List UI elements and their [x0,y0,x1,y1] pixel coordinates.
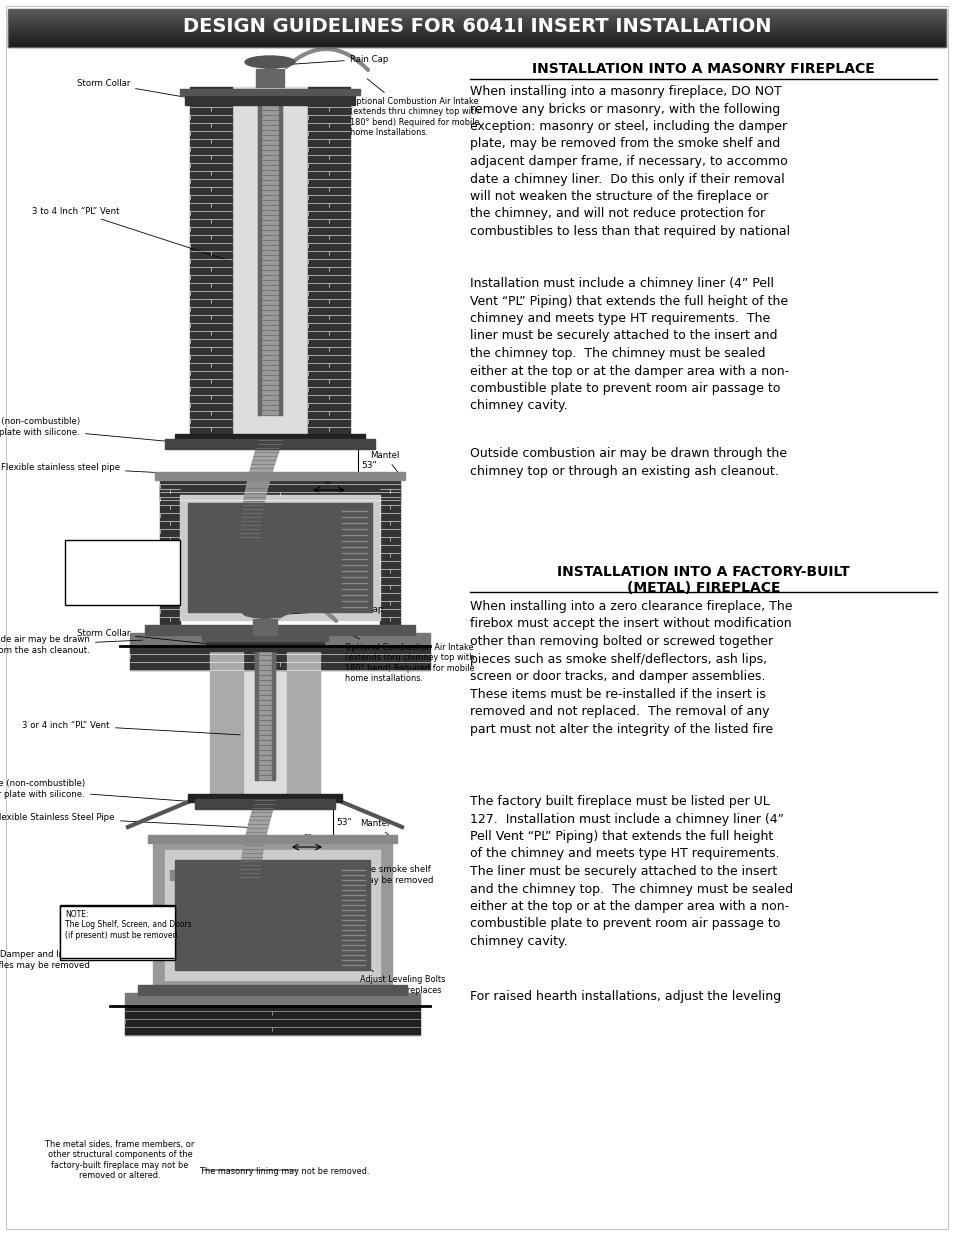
Bar [65,540,180,605]
Text: INSTALLATION INTO A FACTORY-BUILT
(METAL) FIREPLACE: INSTALLATION INTO A FACTORY-BUILT (METAL… [557,564,849,595]
Bar [180,495,379,620]
Text: 6": 6" [302,834,312,844]
Text: Rain Cap: Rain Cap [282,54,388,64]
Bar [125,993,419,1005]
Text: Rain Cap: Rain Cap [275,604,383,615]
Text: Mantel: Mantel [370,451,399,473]
Bar [254,640,257,781]
Text: Flexible Stainless Steel Pipe: Flexible Stainless Steel Pipe [0,813,247,827]
Bar [160,485,180,625]
Bar [243,635,287,795]
Bar [257,91,261,415]
Text: Storm Collar: Storm Collar [76,79,187,98]
Bar [255,69,284,86]
Bar [125,1007,419,1035]
Text: 53": 53" [360,461,376,469]
Text: Optional Combustion Air Intake
(extends thru chimney top with
180° bend) Require: Optional Combustion Air Intake (extends … [350,79,479,137]
Bar [202,635,328,641]
Text: INSTALLATION INTO A MASONRY FIREPLACE: INSTALLATION INTO A MASONRY FIREPLACE [532,62,874,77]
Bar [308,86,350,435]
Bar [148,835,396,844]
Bar [174,860,370,969]
Bar [287,635,319,795]
Bar [254,640,274,781]
Text: 3 to 4 Inch “PL” Vent: 3 to 4 Inch “PL” Vent [32,206,227,261]
Text: The Damper and Internal
Baffles may be removed: The Damper and Internal Baffles may be r… [0,950,150,969]
Bar [130,634,430,645]
Text: For raised hearth installations, adjust the leveling: For raised hearth installations, adjust … [470,990,781,1003]
Text: Outside combustion air may be drawn through the
chimney top or through an existi: Outside combustion air may be drawn thro… [470,447,786,478]
Text: 3 or 4 inch “PL” Vent: 3 or 4 inch “PL” Vent [23,720,240,735]
Bar [265,59,274,69]
Bar [160,475,399,500]
Bar [188,503,372,613]
Bar [185,91,355,105]
Bar [130,646,430,671]
Bar [210,635,243,795]
Text: DESIGN GUIDELINES FOR 6041I INSERT INSTALLATION: DESIGN GUIDELINES FOR 6041I INSERT INSTA… [183,17,770,37]
Text: Adjust Leveling Bolts
for raised fireplaces: Adjust Leveling Bolts for raised firepla… [359,966,445,994]
Text: The smoke shelf
may be removed: The smoke shelf may be removed [197,866,433,884]
Bar [188,794,341,802]
Text: Cover Plate (non-combustible)
Seal cover plate with silicone.: Cover Plate (non-combustible) Seal cover… [0,779,195,802]
Bar [194,799,335,809]
Bar [8,9,945,47]
Text: 53": 53" [335,818,352,827]
Bar [261,611,269,619]
Text: The masonry lining may not be removed.: The masonry lining may not be removed. [200,1167,369,1177]
Ellipse shape [243,608,287,618]
Text: Mantel: Mantel [359,819,390,836]
Bar [190,86,232,435]
Bar [152,840,392,986]
Bar [165,850,379,981]
Bar [232,86,308,435]
Bar [138,986,407,995]
Text: The metal sides, frame members, or
other structural components of the
factory-bu: The metal sides, frame members, or other… [46,1140,194,1181]
Text: Installation must include a chimney liner (4” Pell
Vent “PL” Piping) that extend: Installation must include a chimney line… [470,277,788,412]
Text: When installing into a masonry fireplace, DO NOT
remove any bricks or masonry, w: When installing into a masonry fireplace… [470,85,789,238]
Bar [379,485,399,625]
Bar [145,625,415,635]
Text: NOTE:
The Log Shelf, Screen, and Doors
(if present) must be removed.: NOTE: The Log Shelf, Screen, and Doors (… [65,910,192,940]
Bar [278,91,282,415]
Bar [60,906,174,958]
Text: Storm Collar: Storm Collar [76,629,207,643]
Text: Flexible stainless steel pipe: Flexible stainless steel pipe [1,463,250,478]
Bar [165,438,375,450]
Bar [272,640,274,781]
Ellipse shape [245,56,294,68]
Bar [60,905,174,960]
Bar [154,472,405,480]
Bar [253,619,276,635]
Text: Optional Combustion Air Intake
(extends thru chimney top with
180° bend) Require: Optional Combustion Air Intake (extends … [337,629,474,683]
Bar [180,89,359,95]
Text: Cover Plate (non-combustible)
Seal cover plate with silicone.: Cover Plate (non-combustible) Seal cover… [0,417,172,442]
Text: Outside air may be drawn
from the ash cleanout.: Outside air may be drawn from the ash cl… [0,635,142,655]
Text: When installing into a zero clearance fireplace, The
firebox must accept the ins: When installing into a zero clearance fi… [470,600,792,736]
Text: The factory built fireplace must be listed per UL
127.  Installation must includ: The factory built fireplace must be list… [470,795,792,948]
Bar [174,433,365,442]
Bar [170,869,220,881]
Bar [206,637,324,651]
Bar [257,91,282,415]
Text: 6": 6" [324,477,334,487]
